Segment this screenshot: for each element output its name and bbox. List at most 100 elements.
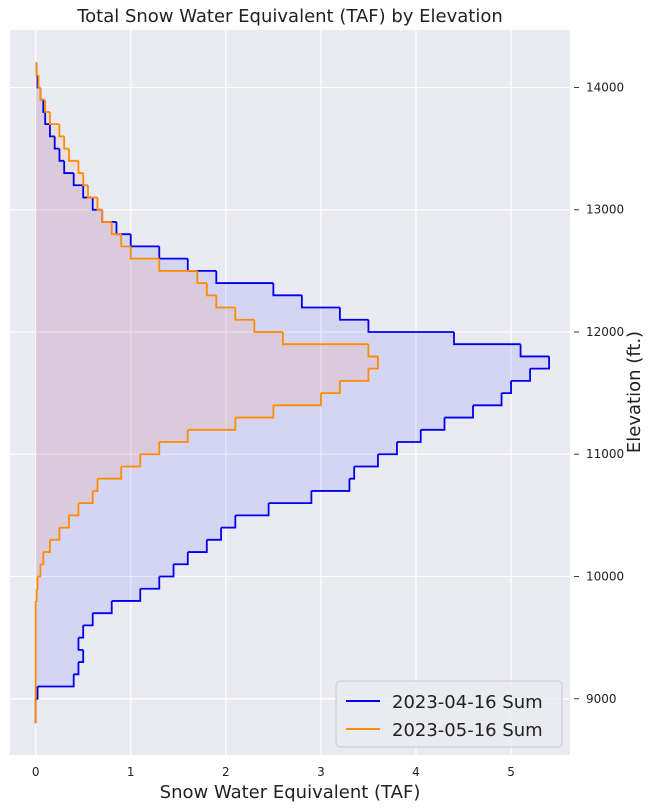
step-segment [159,564,175,578]
step-segment [111,588,142,602]
chart-title: Total Snow Water Equivalent (TAF) by Ele… [76,6,503,27]
step-segment [87,185,98,199]
legend-label: 2023-04-16 Sum [392,692,543,713]
step-segment [354,454,379,468]
step-segment [187,539,208,553]
y-tick-label: 11000 [586,447,624,461]
step-segment [221,515,237,529]
step-segment [215,295,236,309]
step-segment [272,283,302,297]
step-segment [40,552,45,566]
step-segment [420,417,446,431]
x-tick-label: 2 [222,765,230,779]
step-segment [78,490,94,505]
step-segment [63,160,74,174]
step-segment [78,649,85,663]
step-segment [501,380,512,395]
step-segment [58,148,65,162]
step-segment [311,478,351,492]
step-segment [101,209,112,223]
step-segment [511,368,531,382]
legend-label: 2023-05-16 Sum [392,720,543,741]
step-segment [320,380,341,395]
step-segment [37,75,41,89]
x-tick-label: 0 [32,765,40,779]
step-segment [273,393,322,407]
step-segment [49,111,60,126]
y-tick-label: 9000 [586,692,617,706]
step-segment [110,221,122,236]
x-tick-label: 5 [507,765,515,779]
step-segment [35,63,39,77]
step-segment [368,356,379,370]
step-segment [39,87,46,101]
step-segment [530,356,550,370]
y-tick-label: 13000 [586,203,624,217]
step-segment [36,576,39,590]
step-segment [268,490,313,505]
step-segment [453,331,521,346]
plot-area [10,30,570,755]
x-tick-label: 3 [317,765,325,779]
area-fill [35,63,550,724]
step-segment [49,527,61,541]
y-axis-label: Elevation (ft.) [624,331,645,453]
step-segment [339,368,370,382]
step-segment [72,173,84,187]
step-segment [77,160,84,174]
step-segment [253,319,283,333]
step-segment [92,478,99,492]
step-segment [58,124,65,138]
step-segment [68,148,79,162]
step-segment [234,307,255,321]
step-segment [68,503,80,517]
step-segment [35,588,38,602]
step-segment [83,613,94,627]
y-tick-label: 10000 [586,570,624,584]
step-segment [120,234,131,248]
step-segment [159,429,189,443]
step-segment [129,246,160,260]
step-segment [519,344,550,358]
step-segment [63,136,69,150]
step-segment [96,197,103,211]
step-segment [300,295,340,309]
step-segment [473,393,503,407]
step-segment [49,124,55,138]
step-segment [187,417,237,431]
step-segment [206,527,222,541]
area-fill [35,63,378,724]
step-segment [235,405,275,419]
step-segment [349,466,356,480]
step-segment [97,466,123,480]
step-segment [140,442,161,456]
step-segment [78,625,85,639]
step-segment [235,503,270,517]
step-segment [59,515,70,529]
step-segment [444,405,474,419]
x-axis-label: Snow Water Equivalent (TAF) [160,782,421,803]
legend: 2023-04-16 Sum 2023-05-16 Sum [335,680,563,748]
legend-box [335,680,563,748]
x-tick-label: 1 [127,765,135,779]
step-segment [77,637,84,651]
step-segment [396,429,422,443]
step-segment [44,99,50,113]
step-segment [37,674,75,688]
step-segment [377,442,398,456]
step-segment [215,270,274,284]
step-segment [140,576,161,590]
step-segment [205,283,217,297]
step-segment [339,307,369,321]
step-segment [73,662,80,676]
step-segment [121,454,142,468]
step-segment [43,539,51,553]
step-segment [158,258,198,272]
y-tick-label: 12000 [586,325,624,339]
step-segment [173,552,189,566]
grid [10,30,570,755]
step-segment [92,600,113,615]
step-segment [281,331,369,346]
step-segment [82,173,88,187]
